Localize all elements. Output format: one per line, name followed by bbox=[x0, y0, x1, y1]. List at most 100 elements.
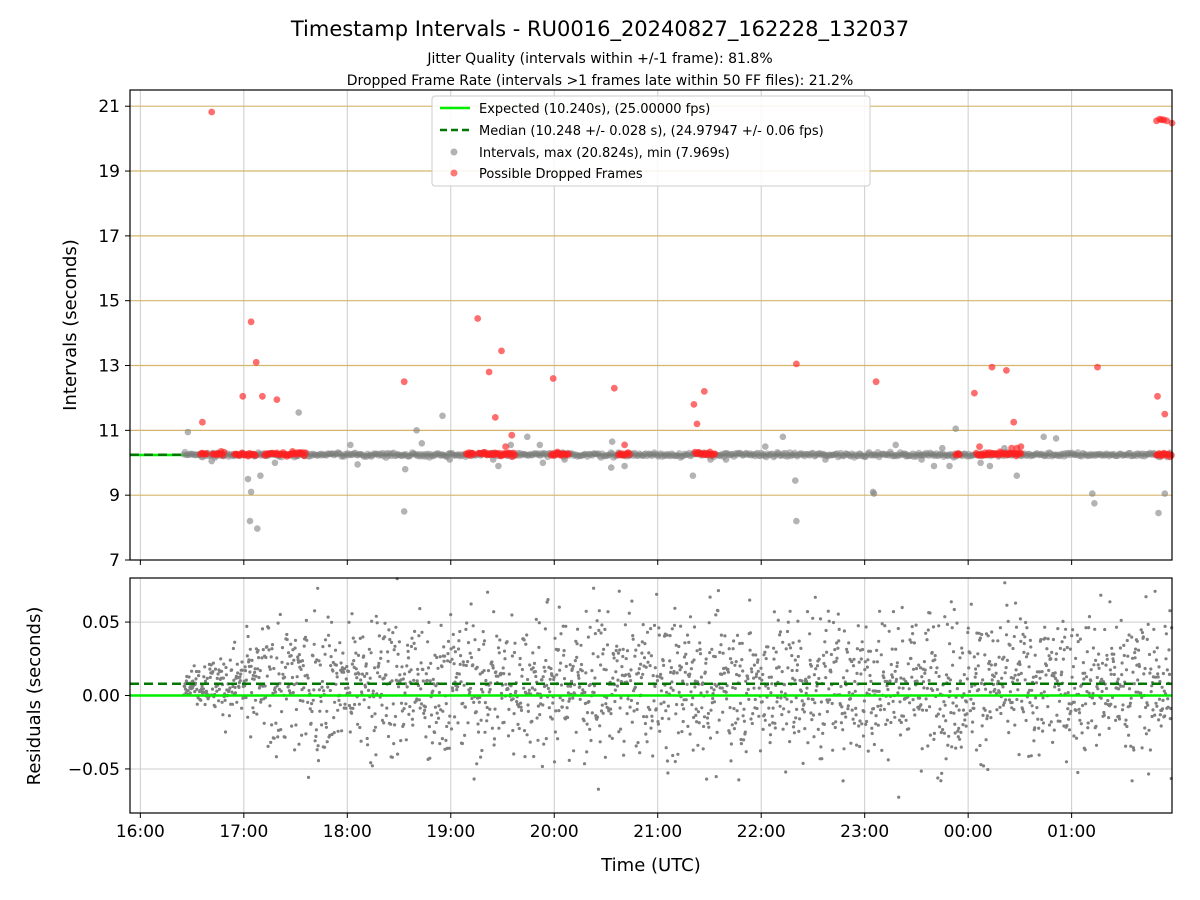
residual-point bbox=[720, 686, 724, 690]
residual-point bbox=[564, 624, 568, 628]
residual-point bbox=[326, 615, 330, 619]
interval-point bbox=[184, 428, 192, 436]
residual-point bbox=[968, 709, 973, 713]
residual-point bbox=[1067, 717, 1071, 721]
residual-point bbox=[793, 658, 797, 662]
residual-point bbox=[954, 704, 959, 708]
interval-point bbox=[608, 438, 616, 446]
residual-point bbox=[1146, 622, 1150, 627]
residual-point bbox=[1164, 632, 1168, 636]
residual-point bbox=[238, 679, 242, 683]
residual-point bbox=[481, 690, 485, 694]
residual-point bbox=[659, 689, 664, 693]
residual-point bbox=[239, 672, 243, 676]
residual-point bbox=[233, 640, 237, 644]
residual-point bbox=[649, 654, 654, 658]
residual-point bbox=[665, 690, 669, 694]
residual-point bbox=[528, 740, 532, 744]
residual-point bbox=[310, 709, 314, 714]
residual-point bbox=[790, 668, 794, 673]
residual-point bbox=[1104, 663, 1108, 667]
residual-point bbox=[514, 689, 518, 693]
residual-point bbox=[706, 711, 711, 716]
residual-point bbox=[553, 730, 558, 734]
residual-point bbox=[963, 718, 967, 722]
residual-point bbox=[877, 639, 881, 643]
residual-point bbox=[1047, 654, 1051, 658]
residual-point bbox=[599, 631, 603, 635]
residual-point bbox=[981, 678, 985, 682]
residual-point bbox=[1161, 671, 1165, 676]
residual-point bbox=[788, 609, 792, 613]
residual-point bbox=[692, 625, 697, 629]
residual-point bbox=[253, 667, 257, 671]
residual-point bbox=[985, 714, 990, 718]
residual-point bbox=[695, 649, 699, 653]
residual-point bbox=[652, 623, 657, 628]
residual-point bbox=[486, 713, 490, 717]
residual-point bbox=[877, 689, 881, 694]
residual-point bbox=[654, 707, 658, 711]
residual-point bbox=[573, 659, 578, 663]
residual-point bbox=[939, 779, 943, 783]
residual-point bbox=[860, 640, 864, 644]
residual-point bbox=[831, 748, 835, 752]
residual-point bbox=[1137, 648, 1141, 652]
residual-point bbox=[1059, 673, 1063, 677]
residual-point bbox=[332, 716, 336, 720]
residual-point bbox=[1167, 648, 1171, 652]
residual-point bbox=[1015, 697, 1019, 702]
residual-point bbox=[338, 641, 342, 645]
residual-point bbox=[230, 702, 235, 706]
residual-point bbox=[223, 698, 227, 703]
residual-point bbox=[419, 687, 423, 691]
residual-point bbox=[387, 628, 391, 632]
residual-point bbox=[1089, 668, 1093, 672]
residual-point bbox=[556, 737, 560, 741]
residuals-panel: −0.050.000.05 16:00 17:00 18:00 19:00 20:00 2… bbox=[24, 577, 1174, 876]
residual-point bbox=[339, 661, 343, 665]
residual-point bbox=[841, 728, 845, 732]
residual-point bbox=[928, 733, 933, 737]
residual-point bbox=[917, 707, 921, 711]
residual-point bbox=[600, 703, 604, 707]
residual-point bbox=[698, 641, 702, 645]
residual-point bbox=[540, 764, 545, 769]
residual-point bbox=[312, 688, 316, 692]
residual-point bbox=[290, 724, 294, 728]
residual-point bbox=[792, 731, 797, 735]
residual-point bbox=[608, 734, 612, 738]
residual-point bbox=[1001, 703, 1006, 707]
residual-point bbox=[480, 748, 484, 753]
residual-point bbox=[726, 670, 731, 674]
residual-point bbox=[368, 676, 372, 680]
legend-expected-label: Expected (10.240s), (25.00000 fps) bbox=[479, 102, 710, 117]
residual-point bbox=[974, 667, 978, 671]
residual-point bbox=[670, 627, 674, 631]
residual-point bbox=[704, 661, 708, 665]
residual-point bbox=[422, 711, 426, 716]
residual-point bbox=[506, 734, 511, 738]
residual-point bbox=[267, 665, 271, 669]
residuals-y-tick-label: 0.00 bbox=[82, 687, 120, 707]
residual-point bbox=[887, 702, 891, 706]
residual-point bbox=[789, 700, 794, 704]
residual-point bbox=[628, 674, 632, 678]
residual-point bbox=[560, 705, 564, 709]
residual-point bbox=[718, 650, 722, 655]
residual-point bbox=[527, 688, 531, 692]
residual-point bbox=[238, 675, 242, 679]
residual-point bbox=[770, 714, 774, 718]
residual-point bbox=[1143, 666, 1147, 671]
residual-point bbox=[519, 708, 524, 713]
residual-point bbox=[271, 691, 275, 695]
residual-point bbox=[890, 647, 894, 651]
residual-point bbox=[938, 707, 942, 711]
residual-point bbox=[633, 654, 637, 658]
residual-point bbox=[449, 647, 453, 651]
residual-point bbox=[550, 673, 554, 678]
residual-point bbox=[1021, 632, 1025, 637]
residual-point bbox=[396, 752, 400, 756]
residual-point bbox=[184, 679, 188, 683]
residual-point bbox=[640, 640, 644, 644]
